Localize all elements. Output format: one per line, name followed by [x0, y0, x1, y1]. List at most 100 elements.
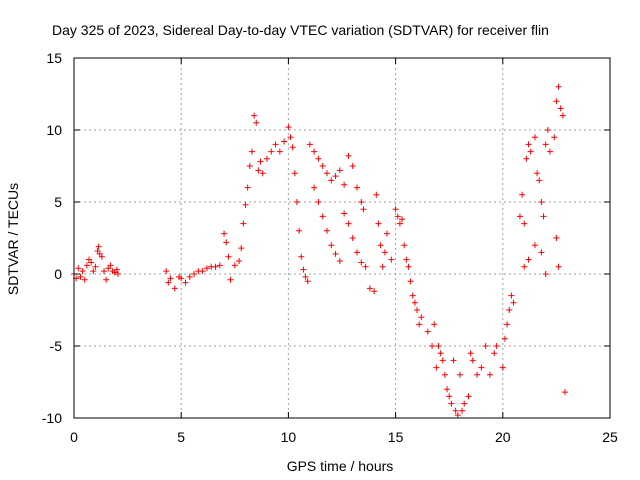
y-tick-label: 5	[54, 194, 62, 210]
data-point	[414, 307, 421, 313]
data-point	[300, 266, 307, 273]
data-point	[409, 292, 416, 299]
data-point	[81, 276, 88, 283]
data-point	[544, 127, 551, 133]
data-point	[491, 350, 498, 357]
data-point	[251, 112, 258, 119]
data-point	[244, 184, 251, 191]
data-point	[493, 343, 500, 349]
data-point	[349, 163, 356, 169]
data-point	[501, 335, 508, 342]
data-point	[354, 249, 361, 256]
data-point	[435, 343, 442, 349]
axis-ticks	[73, 57, 611, 419]
data-point	[373, 191, 380, 198]
data-point	[429, 343, 436, 349]
data-point	[516, 213, 523, 220]
data-point	[323, 170, 330, 177]
data-point	[268, 148, 275, 155]
data-point	[289, 144, 296, 151]
data-point	[559, 112, 566, 119]
data-point	[555, 263, 562, 270]
data-point	[238, 245, 245, 252]
data-point	[79, 268, 86, 275]
data-point	[167, 275, 174, 282]
data-point	[223, 239, 230, 246]
data-point	[510, 299, 517, 306]
data-point	[446, 393, 453, 400]
data-point	[293, 199, 300, 205]
data-point	[474, 371, 481, 378]
data-point	[248, 148, 255, 155]
y-tick-label: -10	[42, 410, 62, 426]
data-point	[540, 213, 547, 220]
data-point	[231, 262, 238, 269]
data-point	[165, 279, 172, 286]
data-point	[354, 184, 361, 191]
data-point	[92, 263, 99, 270]
data-point	[525, 141, 532, 148]
data-point	[362, 263, 369, 270]
data-point	[450, 357, 457, 364]
data-point	[405, 263, 412, 270]
x-tick-label: 20	[495, 429, 511, 445]
data-point	[441, 371, 448, 378]
data-point	[519, 191, 526, 198]
data-point	[523, 155, 530, 162]
x-tick-label: 5	[177, 429, 185, 445]
data-point	[366, 285, 373, 292]
data-point	[90, 268, 97, 275]
data-point	[272, 141, 279, 148]
data-point	[114, 271, 121, 277]
data-point	[191, 271, 198, 277]
data-point	[444, 386, 451, 393]
data-point	[276, 148, 283, 155]
data-point	[199, 268, 206, 275]
data-series-sdtvar	[71, 83, 568, 419]
data-point	[240, 220, 247, 227]
grid-lines	[74, 58, 610, 418]
chart-title: Day 325 of 2023, Sidereal Day-to-day VTE…	[52, 22, 549, 38]
data-point	[182, 279, 189, 286]
data-point	[77, 273, 84, 280]
data-point	[439, 357, 446, 364]
data-point	[431, 321, 438, 328]
x-tick-label: 0	[70, 429, 78, 445]
data-point	[212, 263, 219, 270]
data-point	[98, 253, 105, 260]
data-point	[360, 206, 367, 213]
data-point	[379, 263, 386, 270]
data-point	[534, 170, 541, 177]
data-point	[381, 249, 388, 256]
y-tick-label: -5	[50, 338, 63, 354]
data-point	[103, 276, 110, 283]
data-point	[113, 266, 120, 273]
data-point	[298, 253, 305, 260]
data-point	[561, 389, 568, 396]
data-point	[542, 141, 549, 148]
data-point	[328, 242, 335, 249]
data-point	[101, 268, 108, 275]
data-point	[178, 275, 185, 282]
data-point	[328, 177, 335, 184]
data-point	[399, 216, 406, 223]
data-point	[486, 371, 493, 378]
data-point	[437, 350, 444, 357]
data-point	[542, 271, 549, 277]
data-point	[311, 184, 318, 191]
data-point	[394, 213, 401, 220]
data-point	[83, 262, 90, 269]
data-point	[553, 235, 560, 241]
data-point	[319, 163, 326, 169]
data-point	[358, 259, 365, 266]
data-point	[531, 134, 538, 141]
data-point	[401, 242, 408, 249]
data-point	[557, 105, 564, 112]
data-point	[285, 124, 292, 131]
plot-frame	[73, 57, 611, 419]
data-point	[107, 262, 114, 269]
data-point	[281, 138, 288, 145]
data-point	[388, 256, 395, 263]
data-point	[255, 167, 262, 174]
